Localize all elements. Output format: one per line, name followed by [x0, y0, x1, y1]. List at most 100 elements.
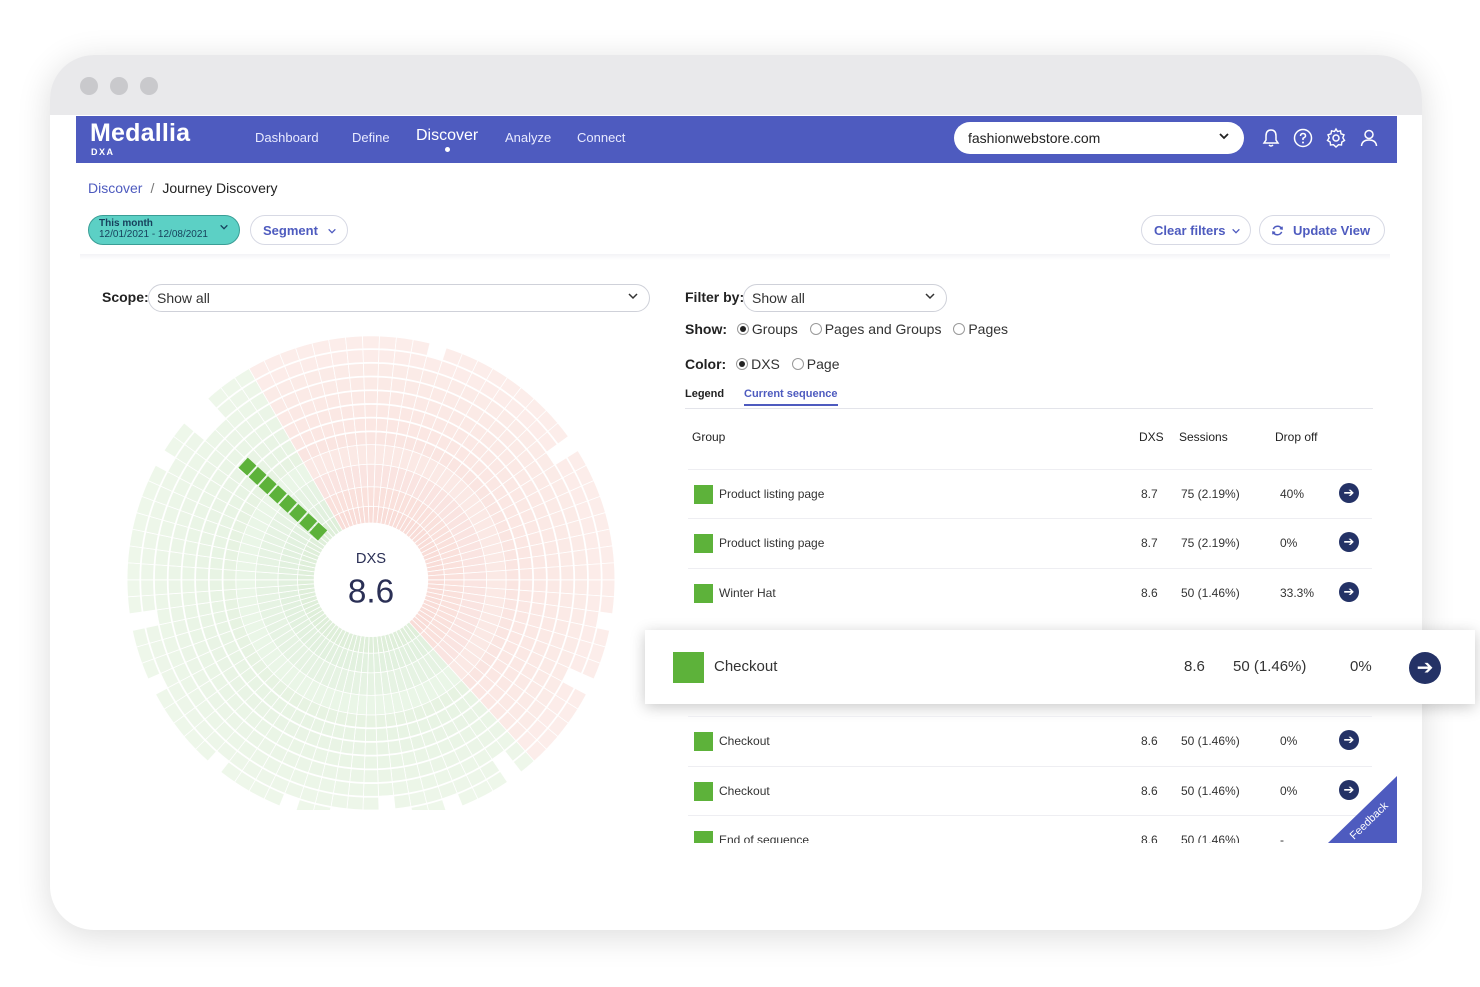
sunburst-segment[interactable] [195, 554, 211, 569]
sunburst-segment[interactable] [504, 740, 526, 762]
sunburst-segment[interactable] [375, 713, 387, 729]
sunburst-segment[interactable] [183, 603, 199, 620]
sunburst-segment[interactable] [349, 376, 365, 392]
sunburst-segment[interactable] [583, 609, 600, 629]
show-option-pages[interactable]: Pages [953, 321, 1008, 337]
sunburst-segment[interactable] [363, 390, 378, 404]
sunburst-selected-segment[interactable] [258, 476, 277, 495]
sunburst-segment[interactable] [337, 391, 353, 407]
sunburst-segment[interactable] [581, 658, 601, 680]
site-select[interactable]: fashionwebstore.com [954, 122, 1244, 154]
sunburst-segment[interactable] [545, 553, 560, 568]
sunburst-segment[interactable] [297, 579, 315, 586]
table-row-highlighted[interactable]: Checkout 8.6 50 (1.46%) 0% ➔ [645, 630, 1475, 704]
sunburst-segment[interactable] [393, 793, 412, 810]
sunburst-segment[interactable] [556, 537, 573, 554]
sunburst-segment[interactable] [601, 562, 616, 581]
gear-icon[interactable] [1325, 127, 1347, 154]
sunburst-segment[interactable] [504, 558, 519, 571]
sunburst-segment[interactable] [391, 364, 410, 380]
arrow-right-icon[interactable]: ➔ [1339, 730, 1359, 750]
sunburst-segment[interactable] [566, 519, 584, 538]
sunburst-segment[interactable] [560, 565, 575, 581]
sunburst-segment[interactable] [208, 579, 223, 592]
table-row[interactable]: Checkout 8.6 50 (1.46%) 0% ➔ [688, 766, 1372, 815]
sunburst-segment[interactable] [519, 568, 534, 581]
sunburst-segment[interactable] [356, 444, 368, 466]
window-maximize-dot[interactable] [140, 77, 158, 95]
sunburst-segment[interactable] [375, 417, 389, 433]
sunburst-segment[interactable] [377, 782, 395, 797]
sunburst-segment[interactable] [342, 418, 356, 434]
color-option-dxs[interactable]: DXS [736, 356, 780, 372]
sunburst-segment[interactable] [401, 750, 418, 767]
sunburst-segment[interactable] [353, 417, 367, 433]
sunburst-segment[interactable] [362, 349, 380, 363]
filter-by-select[interactable]: Show all [743, 284, 947, 312]
sunburst-segment[interactable] [572, 593, 588, 611]
sunburst-segment[interactable] [573, 564, 588, 581]
sunburst-segment[interactable] [340, 404, 355, 421]
sunburst-segment[interactable] [196, 601, 213, 617]
sunburst-segment[interactable] [154, 549, 170, 567]
sunburst-segment[interactable] [324, 393, 341, 410]
sunburst-segment[interactable] [393, 350, 412, 367]
help-icon[interactable] [1292, 127, 1314, 154]
sunburst-segment[interactable] [363, 376, 379, 391]
sunburst-segment[interactable] [127, 595, 143, 615]
sunburst-segment[interactable] [585, 547, 602, 566]
sunburst-segment[interactable] [485, 569, 507, 581]
sunburst-segment[interactable] [572, 549, 588, 567]
col-header-dxs[interactable]: DXS [1139, 430, 1164, 444]
sunburst-selected-segment[interactable] [309, 522, 328, 541]
sunburst-segment[interactable] [519, 579, 534, 592]
sunburst-segment[interactable] [390, 377, 407, 394]
sunburst-segment[interactable] [376, 754, 392, 770]
date-range-picker[interactable]: This month 12/01/2021 - 12/08/2021 [88, 215, 240, 245]
sunburst-selected-segment[interactable] [238, 457, 257, 476]
sunburst-segment[interactable] [156, 607, 173, 626]
sunburst-segment[interactable] [345, 335, 364, 351]
sunburst-segment[interactable] [531, 590, 547, 605]
sunburst-segment[interactable] [140, 579, 155, 597]
table-row[interactable]: End of sequence 8.6 50 (1.46%) - [688, 815, 1372, 843]
bell-icon[interactable] [1260, 127, 1282, 154]
sunburst-segment[interactable] [140, 594, 157, 613]
sunburst-segment[interactable] [167, 565, 182, 581]
sunburst-segment[interactable] [363, 783, 379, 797]
journey-sunburst-chart[interactable]: DXS 8.6 [110, 330, 630, 810]
sunburst-segment[interactable] [410, 339, 431, 356]
sunburst-segment[interactable] [367, 486, 375, 507]
sunburst-segment[interactable] [181, 553, 197, 568]
sunburst-segment[interactable] [277, 579, 299, 587]
sunburst-segment[interactable] [346, 349, 364, 364]
sunburst-segment[interactable] [512, 751, 535, 773]
sunburst-segment[interactable] [517, 556, 533, 570]
arrow-right-icon[interactable]: ➔ [1339, 780, 1359, 800]
sunburst-segment[interactable] [128, 528, 146, 549]
sunburst-segment[interactable] [208, 568, 223, 581]
sunburst-segment[interactable] [532, 567, 547, 581]
sunburst-segment[interactable] [365, 714, 377, 729]
sunburst-segment[interactable] [505, 569, 520, 581]
sunburst-segment[interactable] [210, 600, 226, 614]
sunburst-segment[interactable] [375, 431, 387, 446]
sunburst-segment[interactable] [235, 579, 257, 590]
nav-define[interactable]: Define [352, 130, 390, 145]
sunburst-segment[interactable] [355, 431, 367, 446]
sunburst-segment[interactable] [376, 404, 390, 419]
sunburst-segment[interactable] [573, 579, 588, 596]
table-row[interactable]: Checkout 8.6 50 (1.46%) 0% ➔ [688, 716, 1372, 765]
sunburst-segment[interactable] [546, 579, 561, 594]
arrow-right-icon[interactable]: ➔ [1339, 483, 1359, 503]
sunburst-segment[interactable] [346, 795, 364, 810]
col-header-sessions[interactable]: Sessions [1179, 430, 1228, 444]
sunburst-segment[interactable] [222, 579, 237, 591]
sunburst-segment[interactable] [364, 404, 378, 418]
sunburst-segment[interactable] [365, 444, 377, 465]
sunburst-segment[interactable] [181, 566, 196, 581]
user-icon[interactable] [1358, 127, 1380, 154]
col-header-group[interactable]: Group [692, 430, 726, 444]
sunburst-segment[interactable] [126, 579, 141, 598]
table-row[interactable]: Product listing page 8.7 75 (2.19%) 0% ➔ [688, 518, 1372, 567]
